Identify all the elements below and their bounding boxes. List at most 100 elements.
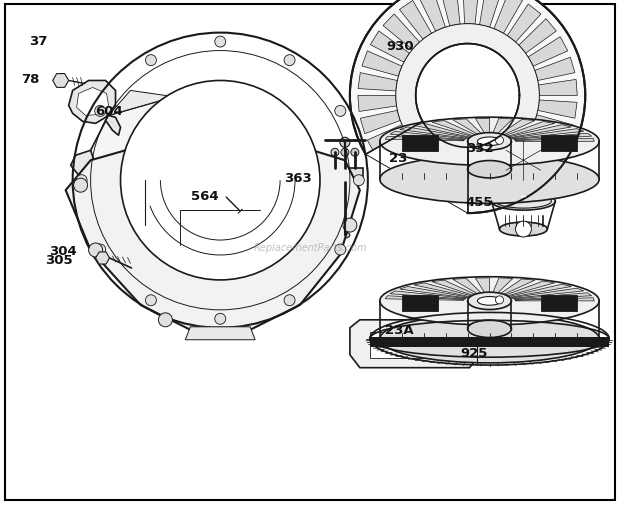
Ellipse shape xyxy=(188,155,197,177)
Circle shape xyxy=(515,152,533,170)
Polygon shape xyxy=(390,132,466,140)
Polygon shape xyxy=(400,128,469,139)
Polygon shape xyxy=(475,166,495,205)
Circle shape xyxy=(146,56,156,67)
Polygon shape xyxy=(185,327,255,340)
Polygon shape xyxy=(453,120,484,137)
Polygon shape xyxy=(414,124,473,138)
Polygon shape xyxy=(350,320,479,368)
Circle shape xyxy=(146,295,156,306)
Polygon shape xyxy=(432,281,478,296)
Polygon shape xyxy=(66,141,360,330)
Polygon shape xyxy=(479,0,502,28)
Circle shape xyxy=(331,149,339,157)
Polygon shape xyxy=(526,129,565,161)
Polygon shape xyxy=(533,116,574,141)
Polygon shape xyxy=(463,0,479,25)
Text: 37: 37 xyxy=(30,35,48,48)
Circle shape xyxy=(350,0,585,214)
Ellipse shape xyxy=(467,161,512,179)
Polygon shape xyxy=(385,296,464,301)
Polygon shape xyxy=(538,100,577,119)
Polygon shape xyxy=(440,0,460,27)
Text: 925: 925 xyxy=(461,346,488,360)
Polygon shape xyxy=(402,295,438,311)
Ellipse shape xyxy=(337,217,353,225)
Circle shape xyxy=(284,295,295,306)
Ellipse shape xyxy=(380,118,599,166)
Polygon shape xyxy=(402,136,438,152)
Polygon shape xyxy=(418,0,445,32)
Polygon shape xyxy=(368,125,407,155)
Text: 78: 78 xyxy=(22,73,40,86)
Polygon shape xyxy=(379,138,416,173)
Text: 332: 332 xyxy=(466,141,494,155)
Circle shape xyxy=(95,244,105,256)
Ellipse shape xyxy=(160,181,169,203)
Circle shape xyxy=(215,314,226,325)
Polygon shape xyxy=(511,288,584,299)
Circle shape xyxy=(159,264,169,273)
Ellipse shape xyxy=(160,155,169,177)
Circle shape xyxy=(218,190,226,198)
Polygon shape xyxy=(383,15,420,51)
Ellipse shape xyxy=(467,133,512,150)
Ellipse shape xyxy=(492,193,556,211)
Polygon shape xyxy=(327,169,363,183)
Polygon shape xyxy=(366,122,467,214)
Polygon shape xyxy=(95,252,110,265)
Circle shape xyxy=(415,44,520,148)
Polygon shape xyxy=(511,129,584,139)
Polygon shape xyxy=(370,332,459,358)
Text: ReplacementParts.com: ReplacementParts.com xyxy=(253,242,367,252)
Circle shape xyxy=(343,219,357,233)
Polygon shape xyxy=(69,81,115,124)
Polygon shape xyxy=(400,287,469,298)
Ellipse shape xyxy=(174,155,183,177)
Polygon shape xyxy=(497,279,535,296)
Wedge shape xyxy=(364,96,467,216)
Polygon shape xyxy=(91,94,210,221)
Polygon shape xyxy=(77,88,108,116)
Polygon shape xyxy=(507,125,572,138)
Ellipse shape xyxy=(340,233,350,238)
Circle shape xyxy=(89,243,102,258)
Text: 604: 604 xyxy=(95,105,122,118)
Text: 23A: 23A xyxy=(386,324,414,337)
Ellipse shape xyxy=(146,181,155,203)
Polygon shape xyxy=(528,37,568,67)
Text: 564: 564 xyxy=(192,189,219,203)
Polygon shape xyxy=(514,293,591,300)
Polygon shape xyxy=(476,278,490,295)
Ellipse shape xyxy=(380,315,599,363)
Polygon shape xyxy=(503,281,555,297)
Polygon shape xyxy=(370,337,609,347)
Polygon shape xyxy=(507,5,541,43)
Polygon shape xyxy=(507,285,572,298)
Polygon shape xyxy=(497,120,535,137)
Circle shape xyxy=(161,283,169,291)
Text: 304: 304 xyxy=(49,244,76,257)
Polygon shape xyxy=(456,168,472,206)
Polygon shape xyxy=(414,283,473,297)
Ellipse shape xyxy=(467,292,512,310)
Circle shape xyxy=(140,144,148,152)
Ellipse shape xyxy=(467,321,512,338)
Circle shape xyxy=(215,186,230,201)
Ellipse shape xyxy=(188,181,197,203)
Polygon shape xyxy=(519,20,556,54)
Polygon shape xyxy=(503,122,555,137)
Circle shape xyxy=(495,296,503,304)
Circle shape xyxy=(341,149,349,157)
Circle shape xyxy=(353,175,365,186)
Polygon shape xyxy=(105,116,120,136)
Polygon shape xyxy=(394,149,428,187)
Polygon shape xyxy=(433,165,456,204)
Text: 930: 930 xyxy=(386,40,414,53)
Polygon shape xyxy=(490,161,516,200)
Circle shape xyxy=(215,37,226,48)
Polygon shape xyxy=(141,221,179,295)
Polygon shape xyxy=(539,80,577,96)
Polygon shape xyxy=(71,151,95,176)
Polygon shape xyxy=(492,119,513,136)
